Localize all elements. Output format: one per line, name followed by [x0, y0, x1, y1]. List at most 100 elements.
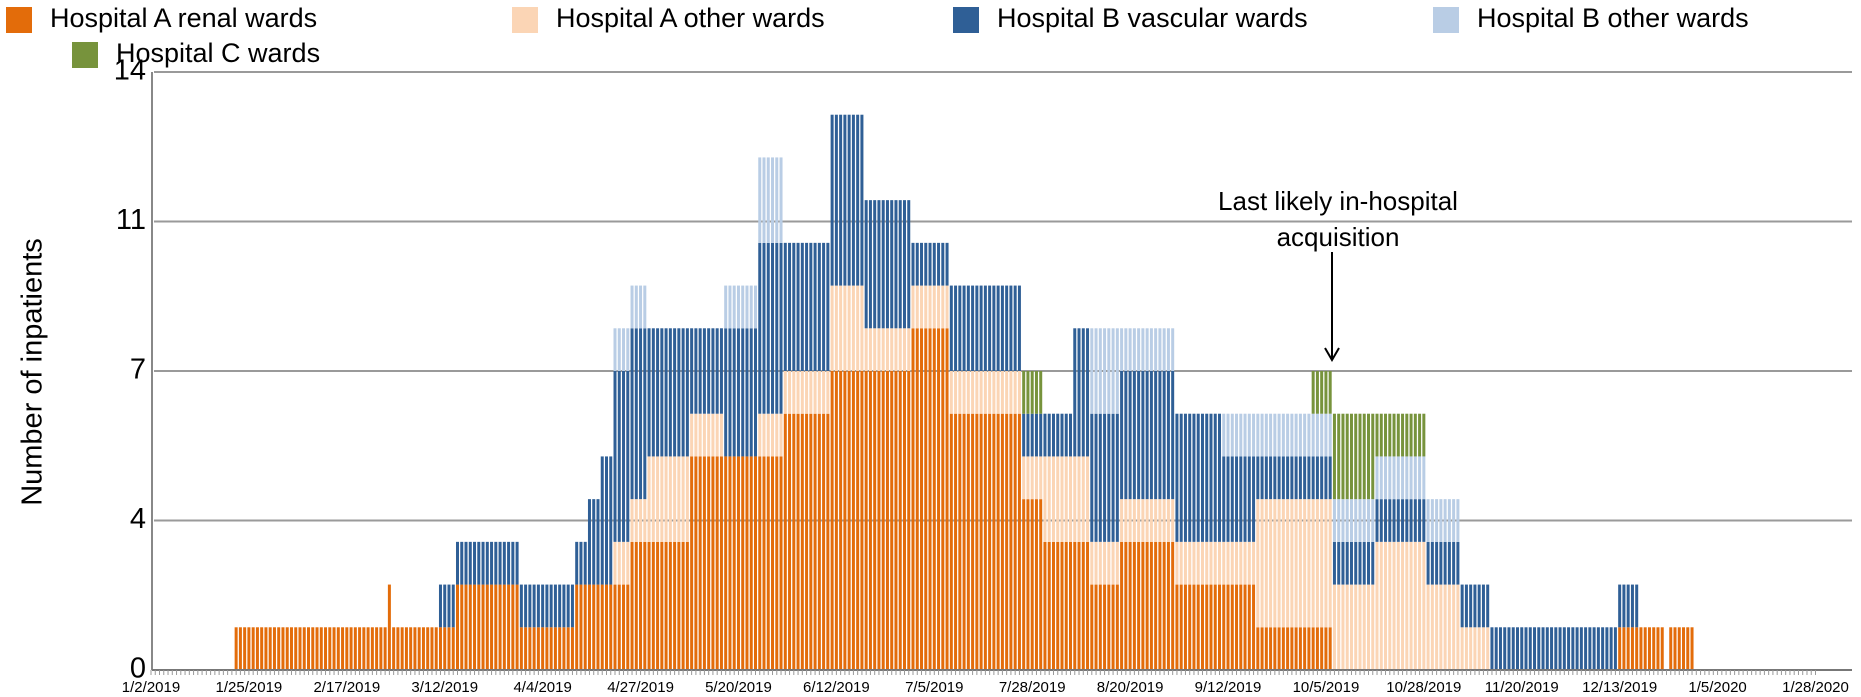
bar-segment: [1290, 627, 1294, 670]
bar-segment: [805, 242, 809, 371]
bar-segment: [753, 456, 757, 670]
bar-segment: [1239, 413, 1243, 457]
bar-segment: [996, 285, 1000, 371]
bar-segment: [579, 584, 583, 670]
bar-segment: [566, 627, 570, 670]
bar-segment: [1349, 413, 1353, 500]
bar-segment: [1413, 499, 1417, 542]
bar-segment: [1090, 328, 1094, 414]
bar-segment: [438, 584, 442, 628]
bar-segment: [1120, 371, 1124, 500]
bar-segment: [358, 627, 362, 670]
bar-segment: [771, 242, 775, 414]
bar-segment: [647, 328, 651, 457]
bar-segment: [868, 371, 872, 670]
bar-segment: [685, 456, 689, 542]
bar-segment: [1337, 541, 1341, 585]
bar-segment: [387, 584, 391, 670]
bar-segment: [1354, 499, 1358, 542]
bar-segment: [1311, 456, 1315, 500]
bar-segment: [1384, 499, 1388, 542]
bar-segment: [736, 328, 740, 457]
bar-segment: [1354, 584, 1358, 670]
bar-segment: [728, 285, 732, 329]
legend-label: Hospital B vascular wards: [997, 3, 1308, 33]
bar-segment: [856, 114, 860, 286]
bar-segment: [924, 328, 928, 670]
bar-segment: [715, 456, 719, 670]
bar-segment: [1494, 627, 1498, 670]
bar-segment: [1064, 413, 1068, 457]
bar-segment: [1379, 499, 1383, 542]
bar-segment: [715, 328, 719, 414]
bar-segment: [1218, 541, 1222, 585]
bar-segment: [911, 242, 915, 286]
bar-segment: [1511, 627, 1515, 670]
bar-segment: [1162, 499, 1166, 542]
bar-segment: [1064, 456, 1068, 542]
bar-segment: [1111, 413, 1115, 542]
bar-segment: [1673, 627, 1677, 670]
bar-segment: [1473, 627, 1477, 670]
annotation-text: acquisition: [1277, 222, 1400, 252]
bar-segment: [728, 328, 732, 457]
bar-segment: [937, 242, 941, 286]
bar-segment: [928, 242, 932, 286]
bar-segment: [1209, 413, 1213, 542]
x-tick-label: 4/4/2019: [513, 679, 571, 696]
bar-segment: [898, 371, 902, 670]
bar-segment: [634, 499, 638, 542]
bar-segment: [1039, 371, 1043, 414]
bar-segment: [1324, 371, 1328, 414]
bar-segment: [860, 285, 864, 371]
bar-segment: [1401, 456, 1405, 500]
bar-segment: [1456, 541, 1460, 585]
bar-segment: [1452, 584, 1456, 670]
bar-segment: [1392, 413, 1396, 457]
bar-segment: [1592, 627, 1596, 670]
bar-segment: [1294, 499, 1298, 628]
bar-segment: [507, 541, 511, 585]
bar-segment: [745, 328, 749, 457]
bar-segment: [1307, 499, 1311, 628]
bar-segment: [1430, 584, 1434, 670]
bar-segment: [609, 584, 613, 670]
bar-segment: [460, 584, 464, 670]
bar-segment: [966, 413, 970, 670]
bar-segment: [1090, 584, 1094, 670]
bar-segment: [834, 114, 838, 286]
bar-segment: [473, 584, 477, 670]
bar-segment: [902, 200, 906, 329]
y-tick-label: 4: [130, 503, 146, 535]
bar-segment: [515, 541, 519, 585]
bar-segment: [1328, 413, 1332, 457]
bar-segment: [988, 371, 992, 414]
bar-segment: [409, 627, 413, 670]
bar-segment: [1656, 627, 1660, 670]
bar-segment: [1622, 584, 1626, 628]
bar-segment: [779, 413, 783, 457]
bar-segment: [949, 285, 953, 371]
bar-segment: [1345, 541, 1349, 585]
bar-segment: [234, 627, 238, 670]
bar-segment: [609, 456, 613, 585]
bar-segment: [668, 541, 672, 670]
bar-segment: [1247, 584, 1251, 670]
bar-segment: [1447, 499, 1451, 542]
bar-segment: [1256, 413, 1260, 457]
bar-segment: [1286, 499, 1290, 628]
bar-segment: [1264, 627, 1268, 670]
bar-segment: [1256, 627, 1260, 670]
bar-segment: [1281, 456, 1285, 500]
bar-segment: [647, 541, 651, 670]
bar-segment: [1162, 541, 1166, 670]
bar-segment: [685, 541, 689, 670]
x-tick-label: 1/28/2020: [1782, 679, 1849, 696]
bar-segment: [741, 328, 745, 457]
bar-segment: [1056, 456, 1060, 542]
bar-segment: [928, 328, 932, 670]
bar-segment: [1115, 584, 1119, 670]
x-tick-label: 10/5/2019: [1293, 679, 1360, 696]
bar-segment: [966, 371, 970, 414]
bar-segment: [775, 157, 779, 243]
